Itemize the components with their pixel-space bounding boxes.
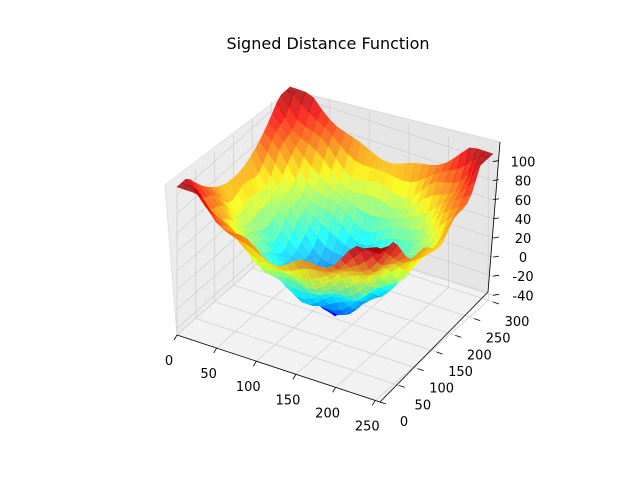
x-tick-mark [252,360,257,367]
y-grid-line [195,317,399,386]
z-tick-mark [492,179,500,182]
x-tick-label: 150 [276,393,301,408]
z-axis-line [487,141,501,293]
chart-title: Signed Distance Function [226,34,429,53]
z-axis-ticks: -40 -20 0 20 40 60 80 100 [492,156,536,304]
y-tick-mark [398,384,405,388]
z-tick-mark [492,217,500,220]
x-tick-label: 50 [200,367,217,382]
surface-cell [371,247,385,255]
z-tick-label: -40 [512,289,533,304]
z-tick-label: 0 [519,251,527,266]
x-tick-mark [213,347,217,354]
y-tick-mark [379,401,387,405]
z-tick-label: -20 [512,270,533,285]
y-tick-label: 100 [429,382,454,397]
y-tick-mark [474,318,481,322]
y-tick-mark [436,351,443,355]
x-tick-label: 0 [165,354,173,369]
z-tick-label: 80 [515,175,532,190]
y-tick-label: 50 [415,398,432,413]
z-tick-mark [492,160,500,162]
x-tick-label: 200 [315,406,340,421]
y-tick-mark [492,301,500,305]
z-tick-label: 20 [515,232,532,247]
z-tick-label: 60 [515,194,532,209]
z-tick-label: 40 [515,213,532,228]
x-tick-mark [292,374,297,380]
z-tick-label: 100 [511,156,536,171]
y-grid-line [233,284,437,353]
x-tick-label: 100 [236,380,261,395]
y-tick-label: 0 [400,415,408,430]
y-tick-label: 250 [486,332,511,347]
y-axis-line [379,291,489,403]
y-tick-mark [417,368,424,372]
z-tick-mark [492,236,500,239]
y-tick-label: 150 [448,365,473,380]
y-tick-label: 300 [505,315,530,330]
z-tick-mark [492,255,500,258]
x-axis-line [176,334,381,403]
y-grid-line [214,301,418,370]
z-tick-mark [492,198,500,201]
z-tick-mark [492,293,500,296]
surface [176,86,494,317]
x-axis-ticks: 0 50 100 150 200 250 [165,334,380,434]
y-tick-label: 200 [467,348,492,363]
x-tick-label: 250 [355,419,380,434]
y-tick-mark [455,334,462,338]
z-tick-mark [492,274,500,277]
x-tick-mark [371,400,376,406]
x-tick-mark [173,334,178,341]
x-tick-mark [332,387,336,393]
